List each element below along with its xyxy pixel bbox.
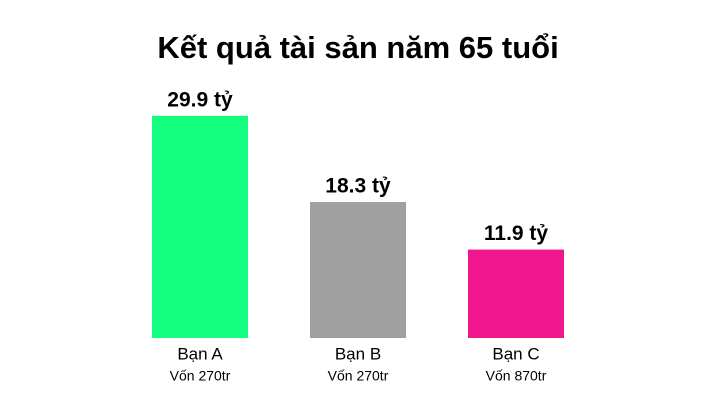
- chart-title: Kết quả tài sản năm 65 tuổi: [157, 30, 558, 65]
- value-label: 11.9 tỷ: [484, 222, 549, 245]
- value-label: 29.9 tỷ: [167, 88, 233, 111]
- bar: [468, 249, 564, 338]
- x-tick-label: Bạn A: [177, 344, 223, 363]
- x-tick-sublabel: Vốn 270tr: [170, 368, 231, 384]
- x-tick-label: Bạn B: [335, 344, 381, 363]
- bar: [152, 115, 248, 338]
- x-tick-sublabel: Vốn 870tr: [486, 368, 547, 384]
- x-tick-label: Bạn C: [492, 344, 539, 363]
- value-label: 18.3 tỷ: [325, 175, 391, 198]
- x-tick-sublabel: Vốn 270tr: [328, 368, 389, 384]
- bar: [310, 202, 406, 338]
